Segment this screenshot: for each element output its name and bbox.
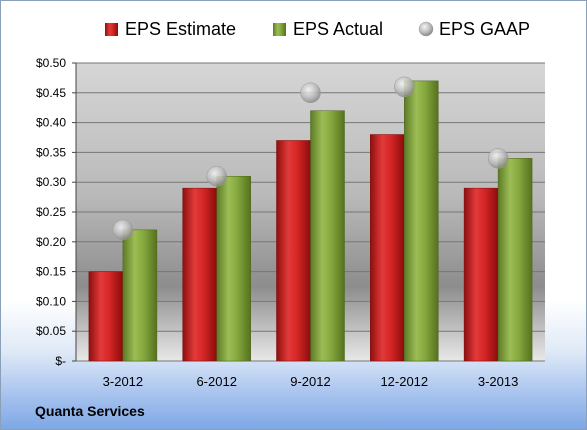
eps-estimate-bar [182, 187, 217, 362]
gaap-markers [112, 76, 509, 241]
legend-item: EPS Actual [273, 19, 383, 39]
eps-estimate-bar [370, 134, 405, 362]
eps-estimate-bar [463, 187, 499, 362]
x-category-label: 12-2012 [380, 374, 428, 389]
eps-actual-bar [497, 158, 533, 362]
y-tick-label: $0.20 [36, 235, 66, 249]
eps-gaap-marker [300, 82, 321, 104]
legend-label: EPS GAAP [439, 19, 530, 39]
legend-swatch-estimate [105, 23, 118, 36]
company-name: Quanta Services [35, 403, 145, 419]
legend-item: EPS GAAP [418, 19, 530, 39]
x-category-label: 6-2012 [196, 374, 236, 389]
legend-label: EPS Estimate [125, 19, 236, 39]
y-tick-label: $- [55, 354, 66, 368]
y-tick-label: $0.30 [36, 175, 66, 189]
legend-swatch-actual [273, 23, 286, 36]
eps-gaap-marker [112, 219, 134, 241]
eps-actual-bar [310, 110, 345, 362]
eps-gaap-marker [206, 165, 227, 187]
x-axis-categories: 3-2012 6-2012 9-2012 12-2012 3-2013 [103, 374, 519, 389]
y-tick-label: $0.35 [36, 145, 66, 159]
legend-item: EPS Estimate [105, 19, 236, 39]
eps-gaap-marker [487, 148, 509, 169]
y-tick-label: $0.05 [36, 324, 66, 338]
y-tick-label: $0.25 [36, 205, 66, 219]
eps-actual-bar [404, 80, 439, 362]
legend-swatch-gaap [418, 21, 434, 37]
bars [88, 80, 533, 362]
legend: EPS Estimate EPS Actual EPS GAAP [105, 19, 530, 39]
y-tick-label: $0.45 [36, 86, 66, 100]
y-tick-label: $0.40 [36, 116, 66, 130]
eps-gaap-marker [394, 76, 415, 98]
eps-estimate-bar [276, 140, 311, 362]
eps-estimate-bar [88, 271, 124, 362]
y-tick-label: $0.50 [36, 56, 66, 70]
y-tick-label: $0.15 [36, 265, 66, 279]
y-tick-label: $0.10 [36, 294, 66, 308]
x-category-label: 3-2013 [478, 374, 518, 389]
y-axis-ticks: $- $0.05 $0.10 $0.15 $0.20 $0.25 $0.30 $0.35 $0.… [36, 56, 66, 368]
x-category-label: 3-2012 [103, 374, 143, 389]
eps-actual-bar [122, 229, 158, 362]
x-category-label: 9-2012 [290, 374, 330, 389]
eps-actual-bar [216, 175, 251, 362]
legend-label: EPS Actual [293, 19, 383, 39]
